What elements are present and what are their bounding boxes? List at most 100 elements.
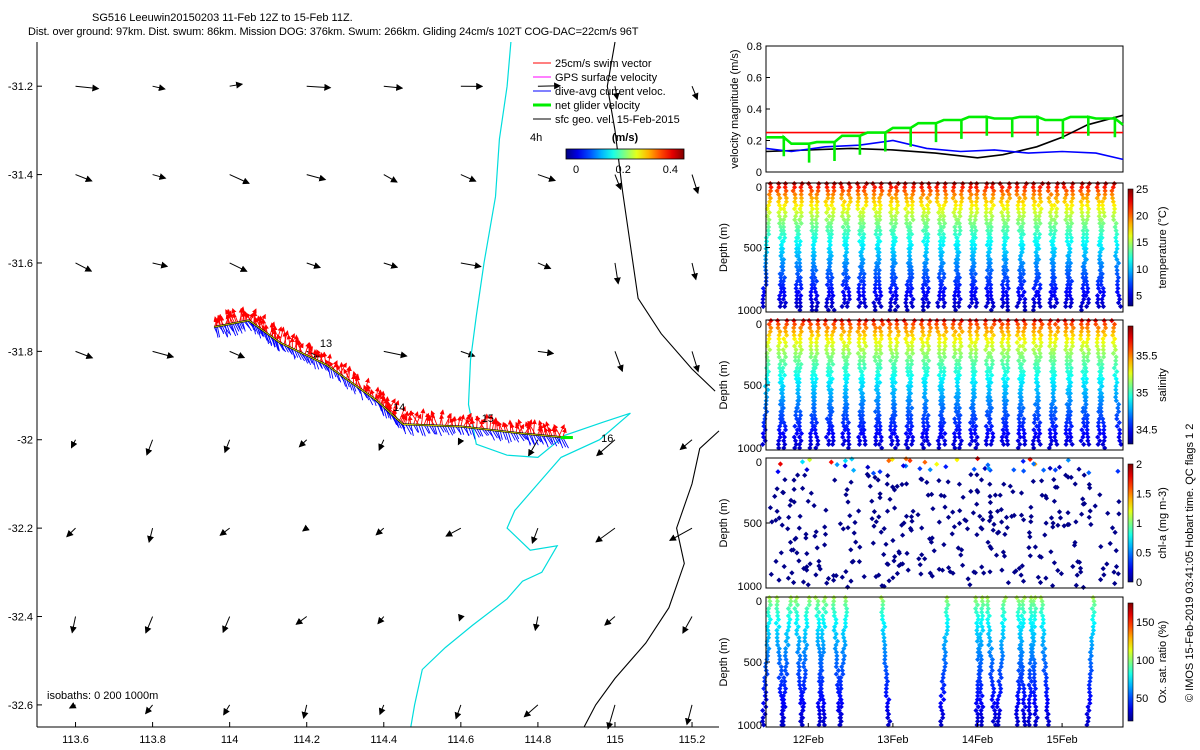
temperature-point — [808, 293, 814, 299]
legend-extra-label: 4h — [530, 132, 542, 144]
temperature-point — [826, 278, 832, 284]
salinity-point — [764, 394, 770, 400]
temperature-point — [844, 260, 850, 266]
temperature-point — [1085, 188, 1091, 194]
salinity-point — [826, 427, 832, 433]
salinity-point — [878, 438, 884, 444]
temperature-point — [1034, 267, 1040, 273]
swim-vector — [460, 414, 466, 427]
salinity-point — [842, 409, 848, 415]
temperature-point — [795, 253, 801, 259]
temperature-point — [1067, 213, 1073, 219]
salinity-point — [827, 372, 833, 378]
salinity-point — [777, 416, 783, 422]
temperature-point — [1032, 209, 1038, 216]
temperature-point — [983, 303, 989, 310]
geostrophic-arrow — [383, 174, 398, 183]
temperature-colorbar-tick-label: 10 — [1136, 264, 1148, 276]
temperature-point — [823, 199, 829, 205]
temperature-point — [1054, 300, 1060, 306]
salinity-point — [807, 336, 813, 342]
temperature-point — [1052, 303, 1058, 310]
temperature-point — [823, 303, 829, 310]
temperature-point — [924, 242, 930, 248]
salinity-point — [860, 383, 866, 389]
temperature-point — [810, 246, 817, 252]
geostrophic-arrow — [229, 81, 244, 89]
salinity-point — [814, 420, 820, 426]
temperature-point — [1007, 184, 1013, 190]
salinity-point — [859, 369, 865, 375]
temperature-point — [794, 271, 800, 277]
salinity-point — [846, 430, 852, 437]
temperature-point — [827, 242, 833, 248]
temperature-point — [1000, 289, 1006, 295]
temperature-point — [1065, 253, 1071, 259]
temperature-point — [826, 249, 832, 255]
temperature-point — [1065, 278, 1071, 284]
temperature-point — [1109, 191, 1115, 198]
salinity-point — [776, 347, 782, 353]
salinity-point — [793, 369, 799, 375]
dac-vector — [276, 340, 280, 352]
temperature-point — [909, 231, 915, 237]
salinity-point — [839, 318, 845, 324]
temperature-point — [988, 238, 994, 245]
temperature-point — [951, 181, 957, 187]
temperature-point — [813, 231, 819, 237]
salinity-point — [764, 343, 771, 349]
temperature-point — [813, 296, 819, 302]
geostrophic-arrow — [604, 616, 616, 626]
temperature-point — [889, 195, 895, 201]
salinity-point — [840, 420, 846, 426]
temperature-point — [972, 235, 978, 241]
temperature-point — [923, 282, 929, 288]
salinity-point — [780, 358, 787, 364]
salinity-point — [808, 339, 814, 346]
temperature-point — [1036, 296, 1042, 302]
temperature-point — [1031, 191, 1037, 198]
temperature-point — [764, 238, 770, 245]
temperature-point — [1079, 184, 1085, 190]
temperature-point — [941, 303, 947, 310]
temperature-point — [826, 293, 832, 299]
temperature-point — [938, 253, 945, 259]
geostrophic-arrow — [152, 261, 169, 269]
temperature-point — [893, 285, 900, 291]
salinity-point — [860, 347, 866, 353]
temperature-point — [831, 206, 837, 212]
temperature-point — [991, 188, 997, 194]
temperature-point — [860, 242, 866, 248]
salinity-point — [860, 401, 866, 407]
salinity-point — [861, 420, 867, 426]
salinity-point — [808, 434, 814, 440]
salinity-point — [830, 438, 836, 444]
temperature-point — [1064, 260, 1070, 266]
salinity-point — [782, 423, 788, 429]
map-colorbar-tick-label: 0.4 — [663, 164, 678, 176]
temperature-point — [907, 275, 913, 281]
swim-vector — [553, 424, 562, 438]
temperature-colorbar-tick-label: 15 — [1136, 237, 1148, 249]
temperature-point — [816, 181, 822, 187]
temperature-point — [889, 217, 895, 223]
temperature-point — [1081, 296, 1087, 302]
temperature-point — [810, 271, 816, 277]
geostrophic-arrow — [378, 704, 386, 716]
temperature-point — [798, 209, 804, 216]
temperature-point — [1004, 267, 1010, 273]
temperature-point — [876, 209, 882, 216]
temperature-point — [838, 181, 844, 187]
salinity-point — [846, 336, 852, 342]
temperature-point — [1022, 307, 1028, 313]
temperature-point — [892, 238, 898, 245]
temperature-point — [1052, 246, 1058, 252]
dac-vector — [275, 339, 280, 352]
temperature-point — [921, 260, 928, 266]
salinity-point — [796, 358, 802, 364]
temperature-point — [876, 256, 882, 263]
salinity-point — [810, 387, 816, 393]
temperature-point — [956, 220, 962, 227]
temperature-colorbar-label: temperature (°C) — [1157, 206, 1169, 288]
temperature-point — [1034, 238, 1040, 245]
